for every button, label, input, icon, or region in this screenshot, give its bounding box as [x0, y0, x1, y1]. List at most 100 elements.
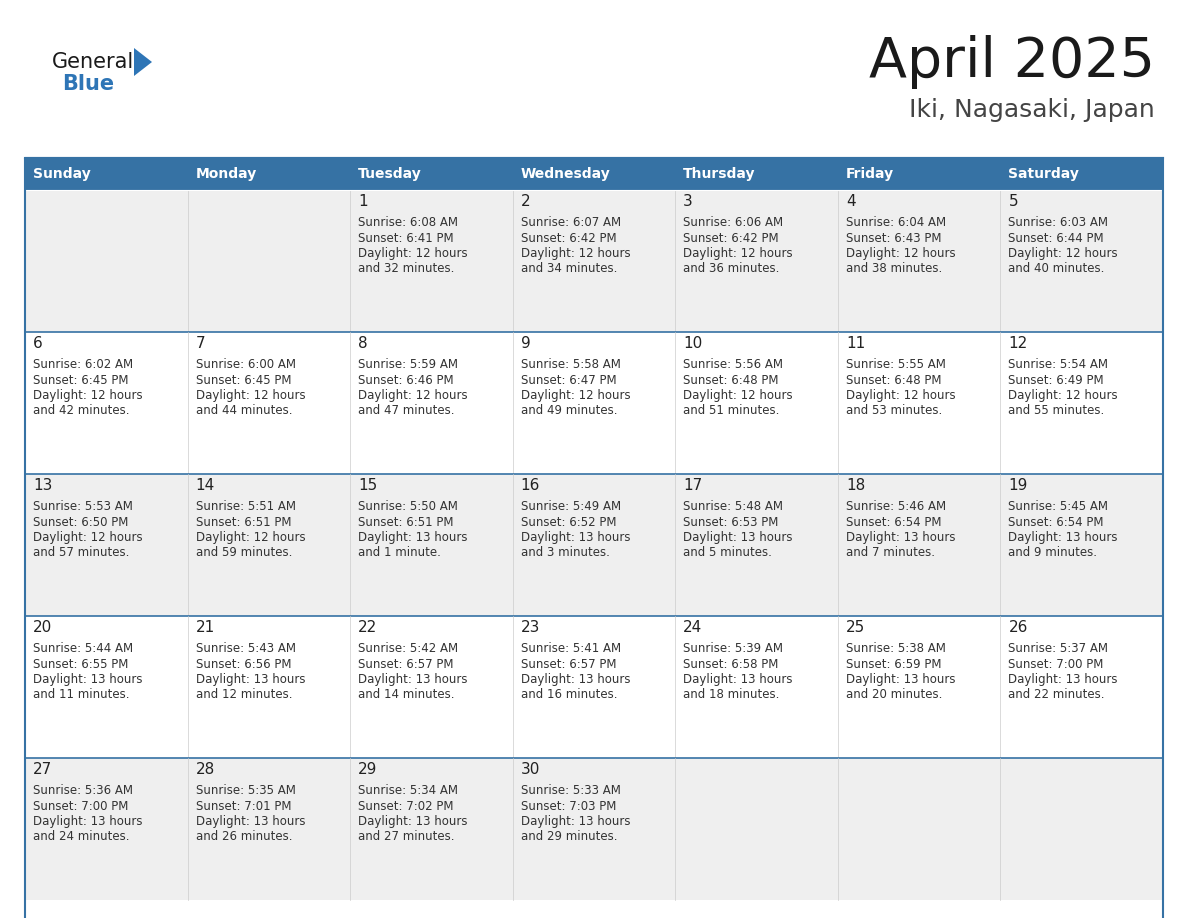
Text: Sunrise: 5:36 AM: Sunrise: 5:36 AM [33, 784, 133, 797]
Bar [1000, 332, 1163, 354]
Text: Sunset: 6:55 PM: Sunset: 6:55 PM [33, 657, 128, 670]
Text: and 32 minutes.: and 32 minutes. [358, 263, 455, 275]
Text: Daylight: 13 hours: Daylight: 13 hours [520, 673, 630, 686]
Text: Sunrise: 5:35 AM: Sunrise: 5:35 AM [196, 784, 296, 797]
Text: Sunset: 6:48 PM: Sunset: 6:48 PM [846, 374, 941, 386]
Text: Daylight: 12 hours: Daylight: 12 hours [1009, 247, 1118, 260]
Bar [25, 158, 1163, 918]
Text: Sunset: 6:47 PM: Sunset: 6:47 PM [520, 374, 617, 386]
Polygon shape [134, 48, 152, 76]
Text: General: General [52, 52, 134, 72]
Bar [838, 616, 1000, 638]
Text: Daylight: 13 hours: Daylight: 13 hours [358, 673, 468, 686]
Text: Sunrise: 5:39 AM: Sunrise: 5:39 AM [683, 642, 783, 655]
Text: Daylight: 13 hours: Daylight: 13 hours [358, 815, 468, 828]
Text: and 55 minutes.: and 55 minutes. [1009, 405, 1105, 418]
Text: 14: 14 [196, 477, 215, 492]
Text: Daylight: 13 hours: Daylight: 13 hours [683, 673, 792, 686]
Bar [513, 758, 675, 780]
Text: Sunrise: 5:58 AM: Sunrise: 5:58 AM [520, 358, 620, 371]
Text: Daylight: 13 hours: Daylight: 13 hours [520, 815, 630, 828]
Text: Daylight: 12 hours: Daylight: 12 hours [683, 389, 792, 402]
Text: 28: 28 [196, 762, 215, 777]
Text: and 36 minutes.: and 36 minutes. [683, 263, 779, 275]
Bar [675, 332, 838, 354]
Text: Sunrise: 6:03 AM: Sunrise: 6:03 AM [1009, 216, 1108, 229]
Text: Sunrise: 5:49 AM: Sunrise: 5:49 AM [520, 500, 621, 513]
Text: Sunset: 6:42 PM: Sunset: 6:42 PM [683, 231, 779, 244]
Text: 13: 13 [33, 477, 52, 492]
Text: Sunset: 6:48 PM: Sunset: 6:48 PM [683, 374, 779, 386]
Text: 11: 11 [846, 335, 865, 351]
Text: Sunset: 6:51 PM: Sunset: 6:51 PM [358, 516, 454, 529]
Text: Sunrise: 6:07 AM: Sunrise: 6:07 AM [520, 216, 621, 229]
Bar [513, 474, 675, 496]
Bar [350, 474, 513, 496]
Text: Daylight: 12 hours: Daylight: 12 hours [196, 389, 305, 402]
Text: and 3 minutes.: and 3 minutes. [520, 546, 609, 559]
Bar [838, 332, 1000, 354]
Bar [25, 158, 1163, 190]
Text: Sunrise: 5:38 AM: Sunrise: 5:38 AM [846, 642, 946, 655]
Text: Sunrise: 5:55 AM: Sunrise: 5:55 AM [846, 358, 946, 371]
Text: and 11 minutes.: and 11 minutes. [33, 688, 129, 701]
Text: Daylight: 12 hours: Daylight: 12 hours [358, 389, 468, 402]
Text: 2: 2 [520, 194, 530, 208]
Text: Sunset: 6:46 PM: Sunset: 6:46 PM [358, 374, 454, 386]
Bar [25, 332, 188, 354]
Text: Daylight: 13 hours: Daylight: 13 hours [683, 531, 792, 544]
Text: Sunrise: 5:51 AM: Sunrise: 5:51 AM [196, 500, 296, 513]
Text: 7: 7 [196, 335, 206, 351]
Text: Blue: Blue [62, 74, 114, 94]
Bar [188, 758, 350, 780]
Text: Sunrise: 5:59 AM: Sunrise: 5:59 AM [358, 358, 459, 371]
Text: 20: 20 [33, 620, 52, 634]
Bar [675, 190, 838, 212]
Text: 25: 25 [846, 620, 865, 634]
Text: and 49 minutes.: and 49 minutes. [520, 405, 618, 418]
Text: 9: 9 [520, 335, 531, 351]
Text: and 44 minutes.: and 44 minutes. [196, 405, 292, 418]
Text: Sunrise: 6:04 AM: Sunrise: 6:04 AM [846, 216, 946, 229]
Text: Sunrise: 5:45 AM: Sunrise: 5:45 AM [1009, 500, 1108, 513]
Text: Daylight: 12 hours: Daylight: 12 hours [846, 389, 955, 402]
Text: Daylight: 13 hours: Daylight: 13 hours [33, 673, 143, 686]
Bar [838, 474, 1000, 496]
Text: and 47 minutes.: and 47 minutes. [358, 405, 455, 418]
Text: 4: 4 [846, 194, 855, 208]
Text: Wednesday: Wednesday [520, 167, 611, 181]
Text: Sunrise: 5:50 AM: Sunrise: 5:50 AM [358, 500, 459, 513]
Text: Sunday: Sunday [33, 167, 90, 181]
Text: and 7 minutes.: and 7 minutes. [846, 546, 935, 559]
Text: Daylight: 13 hours: Daylight: 13 hours [1009, 531, 1118, 544]
Text: Sunset: 6:57 PM: Sunset: 6:57 PM [358, 657, 454, 670]
Text: and 24 minutes.: and 24 minutes. [33, 831, 129, 844]
Bar [25, 758, 188, 780]
Text: 18: 18 [846, 477, 865, 492]
Text: Daylight: 12 hours: Daylight: 12 hours [33, 531, 143, 544]
Text: Daylight: 12 hours: Daylight: 12 hours [520, 389, 631, 402]
Text: Iki, Nagasaki, Japan: Iki, Nagasaki, Japan [909, 98, 1155, 122]
Text: 10: 10 [683, 335, 702, 351]
Bar [25, 190, 1163, 332]
Bar [25, 616, 1163, 758]
Text: Sunset: 6:51 PM: Sunset: 6:51 PM [196, 516, 291, 529]
Text: Sunrise: 6:00 AM: Sunrise: 6:00 AM [196, 358, 296, 371]
Text: Sunset: 6:50 PM: Sunset: 6:50 PM [33, 516, 128, 529]
Bar [838, 190, 1000, 212]
Text: and 5 minutes.: and 5 minutes. [683, 546, 772, 559]
Text: Daylight: 13 hours: Daylight: 13 hours [846, 531, 955, 544]
Text: Sunrise: 5:56 AM: Sunrise: 5:56 AM [683, 358, 783, 371]
Text: Sunrise: 5:33 AM: Sunrise: 5:33 AM [520, 784, 620, 797]
Bar [25, 616, 188, 638]
Text: Sunrise: 6:02 AM: Sunrise: 6:02 AM [33, 358, 133, 371]
Text: Sunset: 6:53 PM: Sunset: 6:53 PM [683, 516, 778, 529]
Text: April 2025: April 2025 [868, 35, 1155, 89]
Text: and 20 minutes.: and 20 minutes. [846, 688, 942, 701]
Text: and 26 minutes.: and 26 minutes. [196, 831, 292, 844]
Text: Sunrise: 6:06 AM: Sunrise: 6:06 AM [683, 216, 783, 229]
Text: and 16 minutes.: and 16 minutes. [520, 688, 618, 701]
Text: and 40 minutes.: and 40 minutes. [1009, 263, 1105, 275]
Bar [25, 332, 1163, 474]
Text: and 9 minutes.: and 9 minutes. [1009, 546, 1098, 559]
